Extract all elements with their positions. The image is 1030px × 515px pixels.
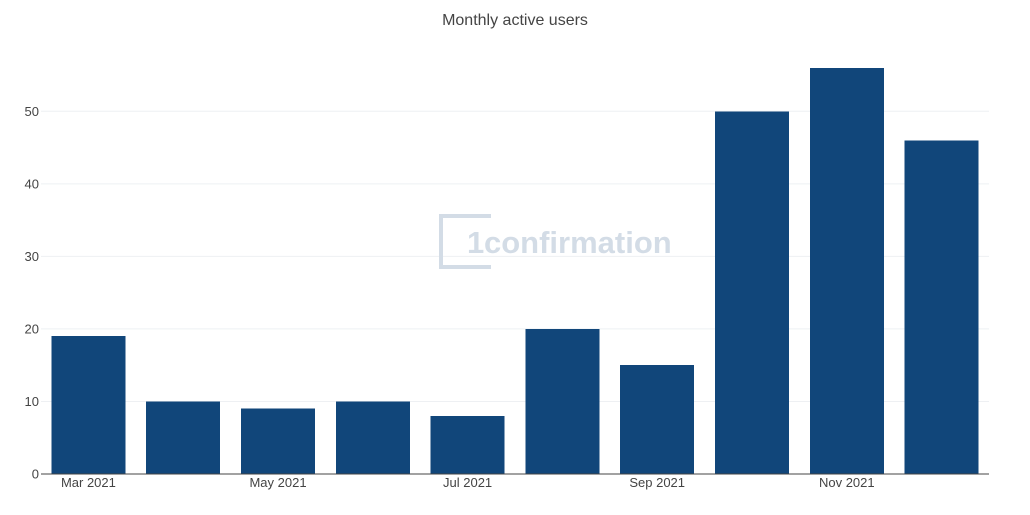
bar <box>51 336 126 474</box>
bar <box>904 140 979 474</box>
bar <box>430 415 505 474</box>
watermark-logo: 1 confirmation <box>439 214 672 269</box>
x-tick-label: May 2021 <box>249 475 306 490</box>
y-tick-label: 10 <box>25 394 39 409</box>
bar <box>809 67 884 475</box>
watermark-text: confirmation <box>484 225 672 260</box>
bar <box>241 408 315 474</box>
x-axis-ticks: Mar 2021 May 2021 Jul 2021 Sep 2021 Nov 2021 <box>61 475 875 490</box>
bar <box>620 365 695 474</box>
bar <box>146 401 221 474</box>
y-tick-label: 0 <box>32 467 39 482</box>
y-tick-label: 50 <box>25 104 39 119</box>
bar <box>715 111 789 474</box>
chart-title: Monthly active users <box>442 12 588 29</box>
y-tick-label: 20 <box>25 321 39 336</box>
bar <box>525 328 600 474</box>
x-tick-label: Nov 2021 <box>819 475 875 490</box>
x-tick-label: Jul 2021 <box>443 475 492 490</box>
y-tick-label: 30 <box>25 249 39 264</box>
x-tick-label: Mar 2021 <box>61 475 116 490</box>
bars <box>51 67 979 475</box>
y-tick-label: 40 <box>25 176 39 191</box>
x-tick-label: Sep 2021 <box>629 475 685 490</box>
watermark-mark: 1 <box>467 225 484 260</box>
bar <box>335 401 410 474</box>
y-axis-ticks: 0 10 20 30 40 50 <box>25 104 39 482</box>
